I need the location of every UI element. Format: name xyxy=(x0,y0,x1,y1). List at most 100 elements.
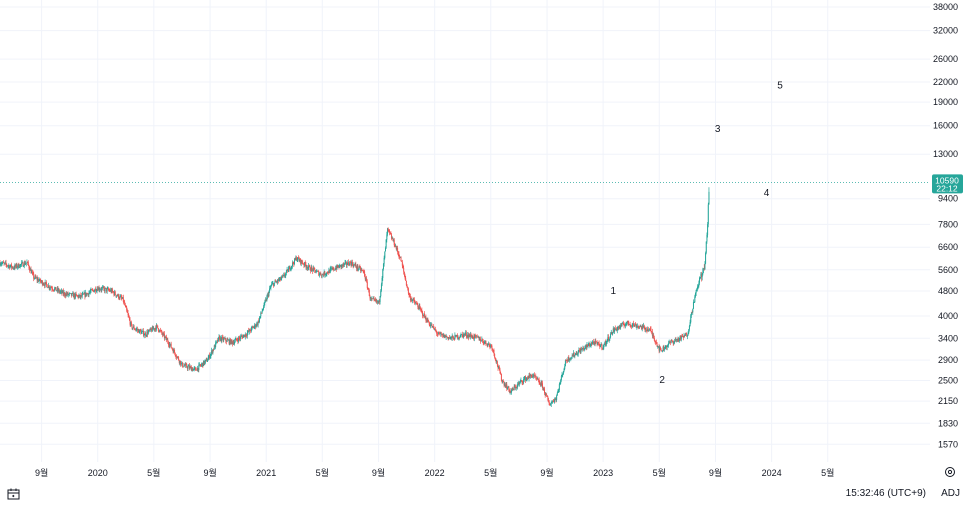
candle-body xyxy=(647,328,649,332)
candle-body xyxy=(347,262,349,265)
candle-body xyxy=(528,375,530,379)
candle-body xyxy=(587,344,589,347)
candle-body xyxy=(95,291,97,292)
candle-body xyxy=(273,282,275,287)
candle-body xyxy=(511,390,512,393)
grid-lines xyxy=(0,0,930,462)
candle-body xyxy=(418,305,420,310)
y-tick-label: 7800 xyxy=(938,219,958,229)
candle-body xyxy=(476,335,478,337)
candle-body xyxy=(531,375,533,378)
candle-body xyxy=(177,356,179,358)
clock-timezone[interactable]: 15:32:46 (UTC+9) xyxy=(845,488,926,499)
candle-body xyxy=(231,339,233,342)
y-tick-label: 9400 xyxy=(938,194,958,204)
candle-body xyxy=(490,345,492,347)
candle-body xyxy=(253,326,255,328)
candle-body xyxy=(98,287,100,290)
candle-body xyxy=(620,324,622,327)
candle-body xyxy=(591,343,593,345)
price-axis[interactable]: 1570 1830 2150 2500 2900 3400 4000 4800 5600 6600… xyxy=(933,2,958,449)
candle-body xyxy=(40,281,42,283)
candle-body xyxy=(464,333,466,335)
candle-body xyxy=(558,390,560,391)
candle-body xyxy=(335,268,337,270)
candle-body xyxy=(470,334,472,337)
candle-body xyxy=(533,374,535,377)
candle-body xyxy=(212,349,214,353)
candle-body xyxy=(502,381,504,382)
calendar-range-icon[interactable] xyxy=(6,487,22,501)
candle-body xyxy=(59,291,61,293)
candle-body xyxy=(273,283,275,287)
candle-body xyxy=(521,380,523,381)
candle-body xyxy=(531,375,533,378)
candle-body xyxy=(583,348,585,350)
candle-body xyxy=(339,264,341,266)
settings-icon[interactable] xyxy=(944,466,956,478)
candle-body xyxy=(191,368,193,371)
candle-body xyxy=(306,267,308,268)
candle-body xyxy=(86,293,88,296)
candle-body xyxy=(512,388,514,390)
candle-body xyxy=(99,289,101,291)
candle-body xyxy=(593,342,595,345)
candle-body xyxy=(567,357,569,362)
candle-body xyxy=(488,343,490,345)
candle-body xyxy=(223,338,225,341)
price-chart[interactable]: 1570 1830 2150 2500 2900 3400 4000 4800 5600 6600… xyxy=(0,0,966,484)
candle-body xyxy=(302,262,304,264)
candle-body xyxy=(226,339,228,342)
candle-body xyxy=(550,404,552,406)
candle-body xyxy=(53,290,55,291)
candle-body xyxy=(152,327,154,330)
candle-body xyxy=(576,352,578,355)
candle-body xyxy=(387,228,389,230)
candle-body xyxy=(362,270,364,272)
candle-body xyxy=(521,380,523,383)
candle-body xyxy=(545,393,547,396)
candle-body xyxy=(244,334,246,338)
candle-body xyxy=(294,258,295,265)
candle-body xyxy=(414,302,416,304)
candle-body xyxy=(325,274,326,275)
candle-body xyxy=(416,303,418,305)
candle-body xyxy=(34,276,36,279)
candle-body xyxy=(52,289,54,290)
candle-body xyxy=(219,336,221,341)
candle-body xyxy=(434,329,436,330)
candle-body xyxy=(290,266,292,270)
candle-body xyxy=(124,305,126,306)
candle-body xyxy=(410,299,412,301)
candle-body xyxy=(610,331,612,334)
candle-body xyxy=(692,301,694,309)
candle-body xyxy=(360,267,362,271)
y-tick-label: 19000 xyxy=(933,97,958,107)
candle-body xyxy=(312,268,314,272)
candle-body xyxy=(369,296,371,299)
candle-body xyxy=(174,349,176,353)
x-tick-label: 2023 xyxy=(593,468,613,478)
candle-body xyxy=(287,268,289,272)
time-axis[interactable]: 9월 2020 5월 9월 2021 5월 9월 2022 5월 9월 2023 5월 9월 2024 5월 xyxy=(35,467,834,478)
candle-body xyxy=(413,299,415,303)
candle-body xyxy=(250,330,252,332)
candle-body xyxy=(420,307,422,310)
candle-body xyxy=(606,340,608,345)
candle-body xyxy=(15,265,16,267)
candle-body xyxy=(183,365,185,367)
candle-body xyxy=(534,375,536,377)
candle-body xyxy=(182,366,184,368)
adj-toggle[interactable]: ADJ xyxy=(941,488,960,499)
candle-body xyxy=(6,265,8,267)
candle-body xyxy=(628,322,630,325)
candle-body xyxy=(389,230,391,233)
candle-body xyxy=(278,279,280,281)
candle-body xyxy=(329,269,331,273)
candle-body xyxy=(258,317,260,322)
candle-body xyxy=(115,294,117,297)
candle-body xyxy=(680,336,682,340)
candle-body xyxy=(23,266,25,267)
candle-body xyxy=(520,380,522,382)
candle-body xyxy=(451,336,453,339)
